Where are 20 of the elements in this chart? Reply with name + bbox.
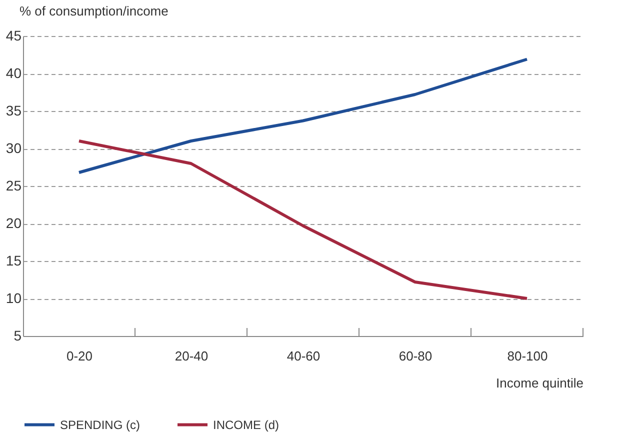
x-tick-label: 20-40 bbox=[174, 348, 208, 364]
x-axis-title: Income quintile bbox=[496, 376, 584, 390]
y-tick-label: 25 bbox=[6, 178, 22, 194]
line-series bbox=[78, 140, 528, 300]
y-tick-label: 40 bbox=[6, 65, 22, 81]
y-tick-label: 30 bbox=[6, 140, 22, 156]
x-tick-label: 0-20 bbox=[66, 348, 93, 364]
y-tick-label: 5 bbox=[14, 328, 22, 344]
y-tick-label: 10 bbox=[6, 290, 22, 306]
x-tick-label: 80-100 bbox=[507, 348, 548, 364]
y-tick-label: 35 bbox=[6, 102, 22, 118]
y-tick-label: 45 bbox=[6, 28, 22, 44]
legend-label: INCOME (d) bbox=[213, 418, 280, 432]
y-tick-label: 20 bbox=[6, 215, 22, 231]
x-tick-label: 60-80 bbox=[398, 348, 432, 364]
y-tick-label: 15 bbox=[6, 252, 22, 268]
line-series bbox=[78, 58, 528, 174]
legend-label: SPENDING (c) bbox=[60, 418, 140, 432]
x-tick-label: 40-60 bbox=[286, 348, 320, 364]
y-axis-title: % of consumption/income bbox=[20, 4, 168, 18]
